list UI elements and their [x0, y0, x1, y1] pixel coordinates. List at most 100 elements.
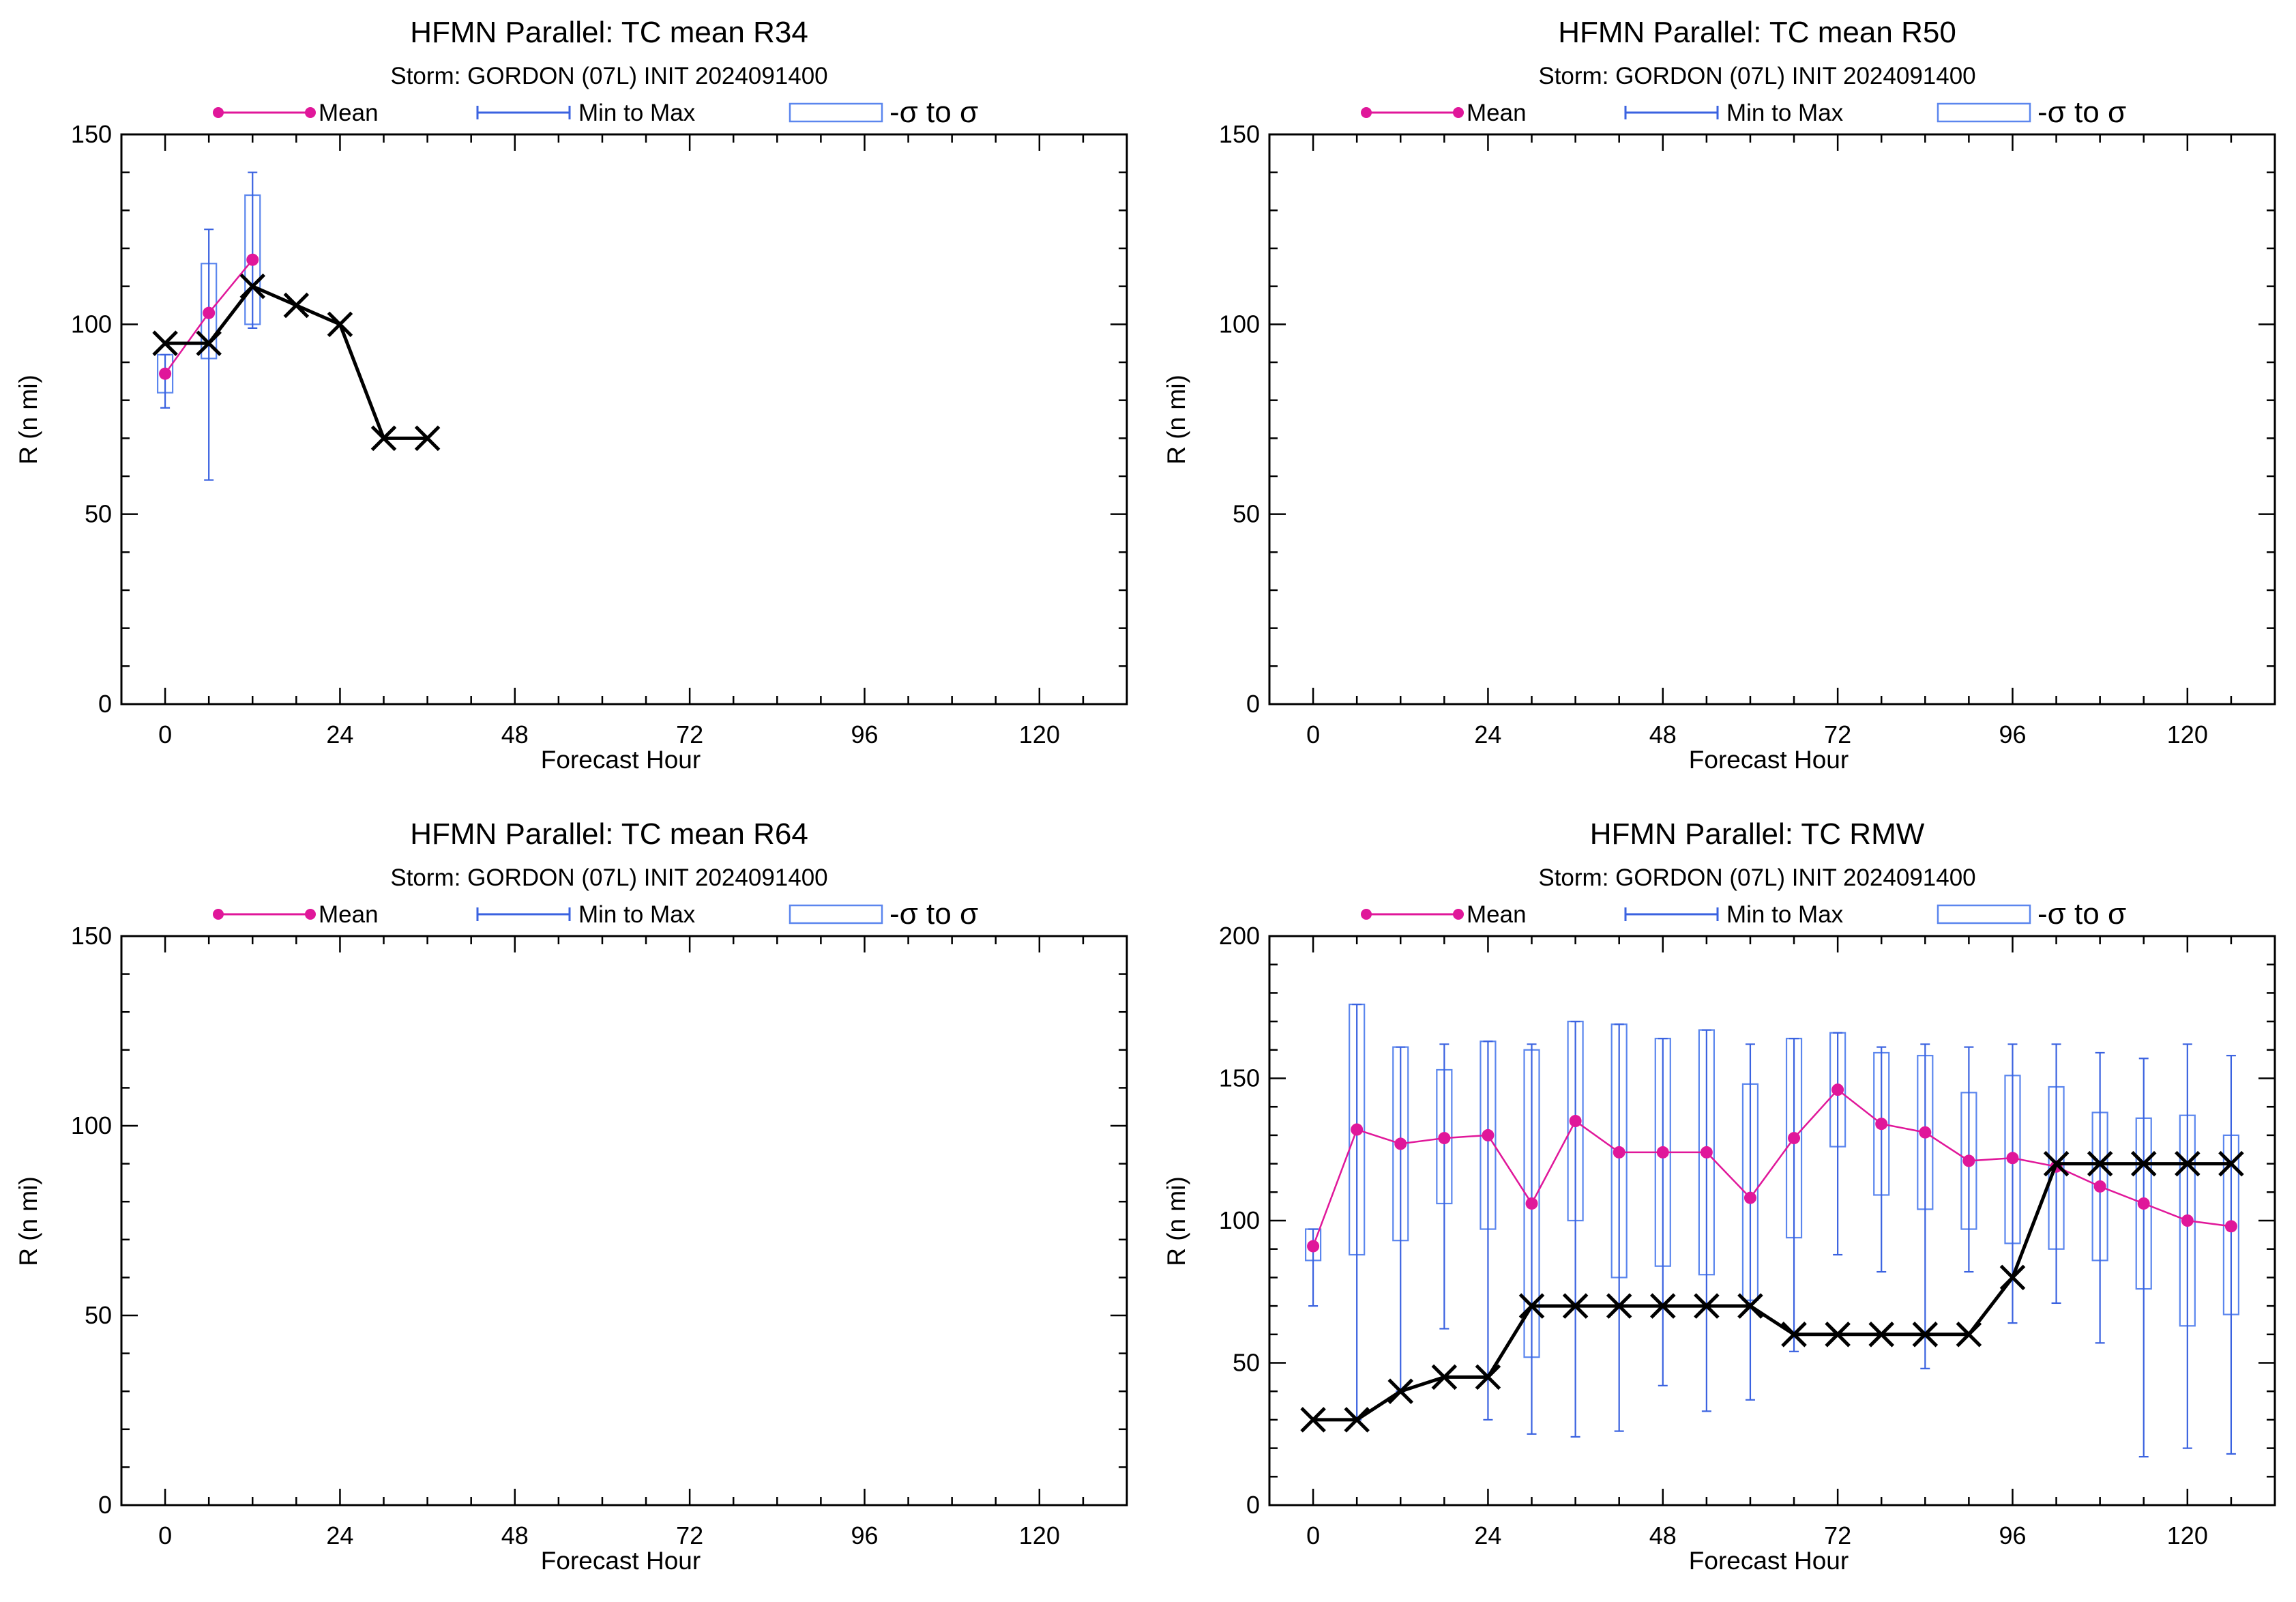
legend-mean-marker [213, 107, 224, 118]
observed-point [1518, 1293, 1545, 1319]
plot-frame [120, 935, 1128, 1506]
mean-point [203, 306, 216, 319]
mean-point [1307, 1240, 1320, 1253]
y-tick-label: 0 [98, 1491, 112, 1519]
legend-mean-label: Mean [1467, 901, 1527, 928]
mean-point [2093, 1180, 2106, 1193]
mean-point [1831, 1083, 1844, 1096]
chart-subtitle: Storm: GORDON (07L) INIT 2024091400 [390, 63, 827, 89]
mean-point [1438, 1132, 1451, 1145]
y-tick-label: 100 [71, 1111, 112, 1139]
y-tick-label: 150 [71, 922, 112, 950]
mean-point [1743, 1191, 1756, 1204]
legend-range-label: Min to Max [578, 901, 696, 928]
chart-title: HFMN Parallel: TC mean R50 [1558, 16, 1956, 49]
mean-point [1482, 1128, 1495, 1141]
x-tick-label: 48 [501, 1521, 529, 1549]
legend-sigma-box [1937, 904, 2031, 924]
plot-layer: 0 24 48 72 96 120 0 50 100 150 [71, 102, 1128, 748]
x-tick-label: 24 [1474, 720, 1501, 748]
y-tick-label: 0 [1246, 1491, 1260, 1519]
observed-point [2087, 1150, 2113, 1177]
observed-point [1431, 1364, 1458, 1390]
y-axis-label: R (n mi) [14, 1176, 42, 1266]
y-tick-label: 100 [1219, 310, 1260, 338]
observed-point [1737, 1293, 1763, 1319]
observed-point [1956, 1322, 1982, 1348]
observed-point [1300, 1407, 1326, 1433]
mean-point [246, 253, 259, 266]
x-tick-label: 24 [1474, 1521, 1501, 1549]
panel-rmw: HFMN Parallel: TC RMW Storm: GORDON (07L… [1162, 817, 2276, 1575]
x-tick-label: 96 [851, 720, 878, 748]
x-tick-label: 72 [1824, 720, 1851, 748]
mean-point [1875, 1118, 1888, 1131]
observed-point [1475, 1364, 1501, 1390]
mean-point [1700, 1146, 1713, 1159]
legend-mean-label: Mean [1467, 100, 1527, 126]
y-tick-label: 50 [1233, 1349, 1260, 1377]
observed-point [239, 273, 266, 300]
observed-point [370, 425, 397, 452]
y-axis-label: R (n mi) [14, 375, 42, 465]
y-axis-label: R (n mi) [1162, 1176, 1190, 1266]
observed-point [1781, 1322, 1807, 1348]
chart-title: HFMN Parallel: TC mean R64 [410, 817, 808, 851]
legend-mean-marker [1361, 107, 1372, 118]
plot-layer: 0 24 48 72 96 120 0 50 100 150 [1219, 102, 2276, 748]
x-axis-label: Forecast Hour [541, 746, 701, 774]
y-axis-label: R (n mi) [1162, 375, 1190, 465]
legend-mean-marker [305, 107, 316, 118]
legend-range-label: Min to Max [1726, 901, 1844, 928]
plot-layer: 0 24 48 72 96 120 0 50 100 150 200 [1219, 904, 2276, 1549]
mean-point [1919, 1126, 1932, 1139]
observed-point [1344, 1407, 1370, 1433]
chart-subtitle: Storm: GORDON (07L) INIT 2024091400 [1538, 864, 1975, 891]
x-tick-label: 48 [1649, 1521, 1677, 1549]
chart-subtitle: Storm: GORDON (07L) INIT 2024091400 [1538, 63, 1975, 89]
x-tick-label: 0 [158, 1521, 172, 1549]
x-tick-label: 72 [676, 1521, 703, 1549]
mean-point [1351, 1123, 1364, 1136]
legend-range-label: Min to Max [578, 100, 696, 126]
legend-mean-marker [1453, 909, 1464, 920]
mean-point [1525, 1197, 1538, 1210]
mean-point [2224, 1220, 2237, 1233]
y-tick-label: 50 [1233, 500, 1260, 528]
y-tick-label: 150 [1219, 1064, 1260, 1092]
y-tick-label: 150 [1219, 120, 1260, 148]
observed-point [414, 425, 441, 452]
observed-point [1999, 1264, 2026, 1291]
y-tick-label: 100 [71, 310, 112, 338]
x-tick-label: 96 [1999, 720, 2026, 748]
y-tick-label: 150 [71, 120, 112, 148]
observed-point [2218, 1150, 2244, 1177]
plot-frame [1268, 133, 2276, 705]
x-tick-label: 72 [1824, 1521, 1851, 1549]
x-tick-label: 120 [2167, 720, 2208, 748]
x-tick-label: 120 [1019, 720, 1060, 748]
observed-point [1562, 1293, 1589, 1319]
observed-point [196, 330, 222, 356]
x-tick-label: 48 [501, 720, 529, 748]
x-tick-label: 0 [158, 720, 172, 748]
x-axis-label: Forecast Hour [541, 1547, 701, 1575]
mean-point [1656, 1146, 1669, 1159]
chart-subtitle: Storm: GORDON (07L) INIT 2024091400 [390, 864, 827, 891]
observed-point [152, 330, 178, 356]
x-tick-label: 24 [326, 720, 353, 748]
legend-range-label: Min to Max [1726, 100, 1844, 126]
chart-title: HFMN Parallel: TC mean R34 [410, 16, 808, 49]
legend-sigma-label: -σ to σ [2037, 96, 2126, 129]
y-tick-label: 0 [98, 690, 112, 718]
mean-point [1394, 1137, 1407, 1150]
x-tick-label: 96 [1999, 1521, 2026, 1549]
mean-series-line [1312, 1088, 2232, 1247]
legend-mean-marker [1361, 909, 1372, 920]
mean-point [1613, 1146, 1625, 1159]
mean-point [1788, 1132, 1801, 1145]
observed-point [1606, 1293, 1632, 1319]
legend-mean-marker [305, 909, 316, 920]
x-tick-label: 72 [676, 720, 703, 748]
